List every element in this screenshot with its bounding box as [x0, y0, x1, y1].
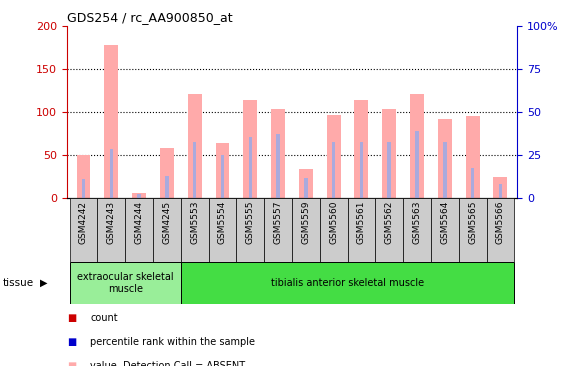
Bar — [327, 115, 340, 198]
Text: GSM5553: GSM5553 — [190, 201, 199, 244]
Text: GSM5555: GSM5555 — [246, 201, 254, 244]
Text: GSM4243: GSM4243 — [107, 201, 116, 244]
Text: percentile rank within the sample: percentile rank within the sample — [90, 337, 255, 347]
Text: value, Detection Call = ABSENT: value, Detection Call = ABSENT — [90, 361, 245, 366]
Bar — [125, 198, 153, 262]
Text: GSM5563: GSM5563 — [413, 201, 422, 244]
Text: GSM5554: GSM5554 — [218, 201, 227, 244]
Bar — [221, 154, 224, 198]
Bar — [493, 177, 507, 198]
Text: tibialis anterior skeletal muscle: tibialis anterior skeletal muscle — [271, 278, 424, 288]
Bar — [388, 142, 391, 198]
Bar — [209, 198, 236, 262]
Text: GSM5566: GSM5566 — [496, 201, 505, 244]
Bar — [271, 109, 285, 198]
Text: GSM5559: GSM5559 — [302, 201, 310, 244]
Text: GSM5564: GSM5564 — [440, 201, 449, 244]
Bar — [137, 194, 141, 198]
Bar — [360, 142, 363, 198]
Text: GSM5561: GSM5561 — [357, 201, 366, 244]
Bar — [264, 198, 292, 262]
Bar — [193, 142, 196, 198]
Bar — [77, 154, 91, 198]
Bar — [403, 198, 431, 262]
Bar — [498, 184, 502, 198]
Bar — [332, 142, 335, 198]
Bar — [320, 198, 347, 262]
Text: GSM5562: GSM5562 — [385, 201, 394, 244]
Bar — [471, 168, 474, 198]
Bar — [181, 262, 514, 304]
Bar — [354, 100, 368, 198]
Bar — [443, 142, 447, 198]
Text: GSM4244: GSM4244 — [135, 201, 144, 244]
Bar — [375, 198, 403, 262]
Text: ■: ■ — [67, 361, 76, 366]
Bar — [105, 45, 119, 198]
Bar — [277, 134, 280, 198]
Bar — [415, 131, 419, 198]
Text: GSM5565: GSM5565 — [468, 201, 477, 244]
Text: GSM4242: GSM4242 — [79, 201, 88, 244]
Bar — [410, 94, 424, 198]
Bar — [304, 178, 307, 198]
Bar — [70, 198, 98, 262]
Bar — [188, 94, 202, 198]
Text: GSM5557: GSM5557 — [274, 201, 282, 244]
Bar — [181, 198, 209, 262]
Bar — [486, 198, 514, 262]
Text: extraocular skeletal
muscle: extraocular skeletal muscle — [77, 272, 174, 294]
Text: GSM4245: GSM4245 — [162, 201, 171, 244]
Bar — [160, 148, 174, 198]
Text: ■: ■ — [67, 313, 76, 324]
Bar — [438, 119, 452, 198]
Bar — [459, 198, 486, 262]
Text: GDS254 / rc_AA900850_at: GDS254 / rc_AA900850_at — [67, 11, 232, 24]
Bar — [347, 198, 375, 262]
Bar — [165, 176, 168, 198]
Text: ■: ■ — [67, 337, 76, 347]
Text: ▶: ▶ — [40, 278, 47, 288]
Bar — [132, 193, 146, 198]
Bar — [292, 198, 320, 262]
Bar — [243, 100, 257, 198]
Bar — [82, 179, 85, 198]
Bar — [98, 198, 125, 262]
Bar — [299, 169, 313, 198]
Bar — [216, 143, 229, 198]
Bar — [431, 198, 459, 262]
Bar — [236, 198, 264, 262]
Text: GSM5560: GSM5560 — [329, 201, 338, 244]
Bar — [70, 262, 181, 304]
Text: tissue: tissue — [3, 278, 34, 288]
Bar — [110, 149, 113, 198]
Bar — [382, 109, 396, 198]
Text: count: count — [90, 313, 118, 324]
Bar — [249, 137, 252, 198]
Bar — [465, 116, 479, 198]
Bar — [153, 198, 181, 262]
